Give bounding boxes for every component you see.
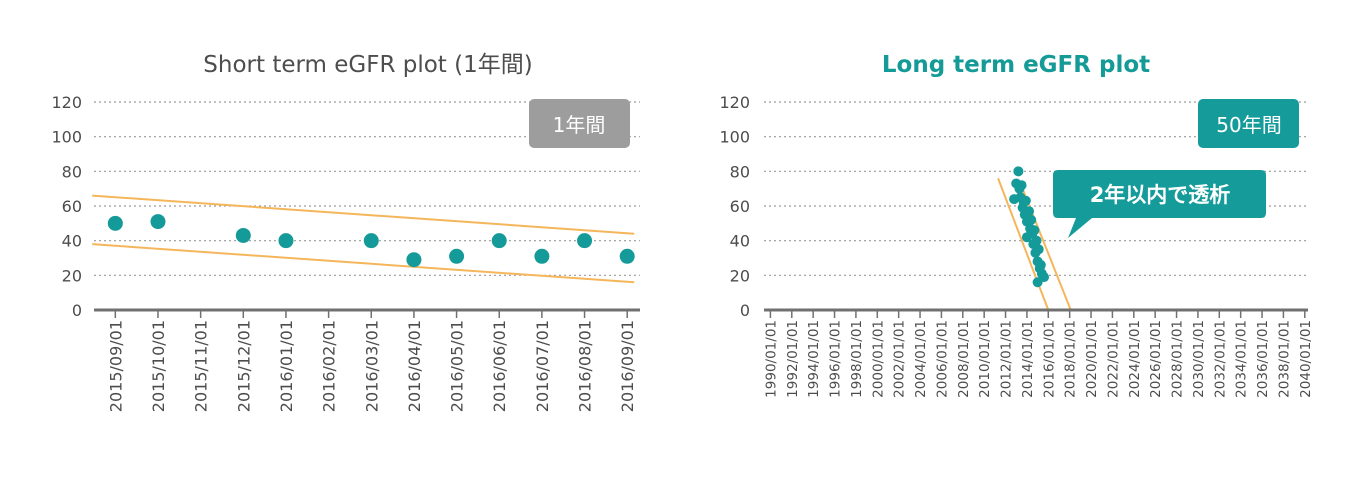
long-term-chart-title: Long term eGFR plot xyxy=(882,52,1150,78)
x-tick-label: 2000/01/01 xyxy=(870,320,886,398)
y-tick-label: 120 xyxy=(51,93,82,112)
short-term-chart-title: Short term eGFR plot (1年間) xyxy=(203,52,532,78)
period-badge-label: 50年間 xyxy=(1216,113,1281,137)
short-term-trend-lines xyxy=(92,194,635,284)
y-tick-label: 0 xyxy=(72,301,82,320)
data-point xyxy=(1035,259,1046,270)
y-tick-label: 100 xyxy=(51,128,82,147)
x-tick-label: 2018/01/01 xyxy=(1063,320,1079,398)
x-tick-label: 1998/01/01 xyxy=(849,320,865,398)
y-tick-label: 80 xyxy=(62,162,82,181)
long-term-y-axis: 0 20 40 60 80 100 120 xyxy=(719,93,750,320)
y-tick-label: 60 xyxy=(62,197,82,216)
y-tick-label: 60 xyxy=(730,197,750,216)
x-tick-label: 2016/02/01 xyxy=(320,320,339,412)
x-tick-label: 1996/01/01 xyxy=(828,320,844,398)
x-tick-label: 2016/08/01 xyxy=(576,320,595,412)
data-point xyxy=(1031,235,1042,246)
x-tick-label: 2016/01/01 xyxy=(1041,320,1057,398)
x-tick-label: 1990/01/01 xyxy=(763,320,779,398)
y-tick-label: 80 xyxy=(730,162,750,181)
x-tick-label: 2015/10/01 xyxy=(149,320,168,412)
y-tick-label: 100 xyxy=(719,128,750,147)
period-badge-label: 1年間 xyxy=(553,113,606,137)
x-tick-label: 2016/06/01 xyxy=(490,320,509,412)
x-tick-label: 1994/01/01 xyxy=(806,320,822,398)
period-badge xyxy=(1198,99,1299,148)
data-point xyxy=(1013,166,1024,177)
data-point xyxy=(1024,206,1035,217)
x-tick-label: 2010/01/01 xyxy=(977,320,993,398)
x-tick-label: 2016/01/01 xyxy=(277,320,296,412)
x-tick-label: 2032/01/01 xyxy=(1212,320,1228,398)
data-point xyxy=(1032,277,1043,288)
short-term-y-axis: 0 20 40 60 80 100 120 xyxy=(51,93,82,320)
callout-text: 2年以内で透析 xyxy=(1090,183,1231,207)
x-tick-label: 2004/01/01 xyxy=(913,320,929,398)
data-point xyxy=(235,227,251,243)
data-point xyxy=(449,248,465,264)
x-tick-label: 2038/01/01 xyxy=(1276,320,1292,398)
x-tick-label: 2015/09/01 xyxy=(106,320,125,412)
data-point xyxy=(1020,195,1031,206)
x-tick-label: 2020/01/01 xyxy=(1084,320,1100,398)
trend-line xyxy=(92,194,635,235)
x-tick-label: 2012/01/01 xyxy=(999,320,1015,398)
short-term-data-points xyxy=(107,214,635,268)
data-point xyxy=(406,252,422,268)
data-point xyxy=(1016,180,1027,191)
x-tick-label: 2016/03/01 xyxy=(362,320,381,412)
data-point xyxy=(1029,225,1040,236)
data-point xyxy=(619,248,635,264)
data-point xyxy=(577,233,593,249)
x-tick-label: 2030/01/01 xyxy=(1191,320,1207,398)
data-point xyxy=(150,214,166,230)
period-badge xyxy=(529,99,630,148)
x-tick-label: 2008/01/01 xyxy=(956,320,972,398)
short-term-chart: Short term eGFR plot (1年間) 0 20 40 60 80 100 1… xyxy=(51,52,640,412)
y-tick-label: 120 xyxy=(719,93,750,112)
y-tick-label: 40 xyxy=(730,232,750,251)
x-tick-label: 2015/12/01 xyxy=(234,320,253,412)
data-point xyxy=(107,215,123,231)
data-point xyxy=(491,233,507,249)
trend-line xyxy=(997,177,1050,311)
y-tick-label: 40 xyxy=(62,232,82,251)
callout-bubble xyxy=(1053,170,1266,238)
x-tick-label: 2014/01/01 xyxy=(1020,320,1036,398)
data-point xyxy=(278,233,294,249)
y-tick-label: 20 xyxy=(730,266,750,285)
x-tick-label: 2015/11/01 xyxy=(192,320,211,412)
x-tick-label: 2026/01/01 xyxy=(1148,320,1164,398)
data-point xyxy=(1026,214,1037,225)
long-term-data-points xyxy=(1009,166,1050,288)
x-tick-label: 1992/01/01 xyxy=(785,320,801,398)
data-point xyxy=(363,233,379,249)
long-term-chart: Long term eGFR plot 0 20 40 60 80 100 120 1990… xyxy=(719,52,1313,398)
x-tick-label: 2016/04/01 xyxy=(405,320,424,412)
x-tick-label: 2028/01/01 xyxy=(1170,320,1186,398)
y-tick-label: 20 xyxy=(62,266,82,285)
x-tick-label: 2002/01/01 xyxy=(892,320,908,398)
x-tick-label: 2036/01/01 xyxy=(1255,320,1271,398)
x-tick-label: 2022/01/01 xyxy=(1105,320,1121,398)
x-tick-label: 2016/05/01 xyxy=(448,320,467,412)
data-point xyxy=(1033,244,1044,255)
trend-line xyxy=(92,243,635,284)
x-tick-label: 2016/07/01 xyxy=(533,320,552,412)
x-tick-label: 2024/01/01 xyxy=(1127,320,1143,398)
x-tick-label: 2006/01/01 xyxy=(934,320,950,398)
long-term-x-axis: 1990/01/01 1992/01/01 1994/01/01 1996/01/01… xyxy=(763,310,1314,398)
x-tick-label: 2034/01/01 xyxy=(1234,320,1250,398)
x-tick-label: 2040/01/01 xyxy=(1298,320,1314,398)
short-term-x-axis: 2015/09/01 2015/10/01 2015/11/01 2015/12/01… xyxy=(106,310,637,412)
x-tick-label: 2016/09/01 xyxy=(618,320,637,412)
data-point xyxy=(534,248,550,264)
y-tick-label: 0 xyxy=(740,301,750,320)
